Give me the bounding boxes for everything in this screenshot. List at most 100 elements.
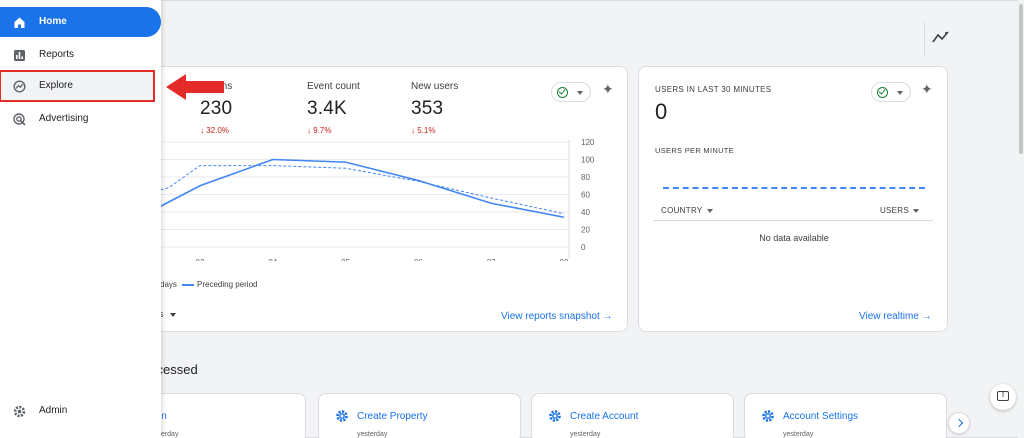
sidebar-item-label: Advertising bbox=[39, 113, 89, 124]
chevron-down-icon bbox=[706, 208, 713, 213]
recent-item[interactable]: Account Settings yesterday bbox=[744, 393, 947, 438]
recent-item-title: Create Property bbox=[357, 411, 428, 422]
metric-delta-value: 32.0% bbox=[206, 126, 229, 135]
realtime-value: 0 bbox=[655, 99, 668, 124]
chevron-down-icon bbox=[577, 91, 583, 95]
y-tick-label: 60 bbox=[581, 191, 590, 200]
x-tick-label: 07 bbox=[487, 258, 496, 261]
insights-icon[interactable] bbox=[932, 30, 950, 44]
metric-delta: ↓ 9.7% bbox=[307, 126, 332, 135]
data-quality-dropdown[interactable] bbox=[871, 82, 911, 102]
x-tick-label: 03 bbox=[196, 258, 205, 261]
sidebar-item-label: Reports bbox=[39, 49, 75, 60]
x-tick-label: 04 bbox=[268, 258, 277, 261]
recent-item-time: yesterday bbox=[570, 431, 601, 438]
check-circle-icon bbox=[557, 87, 568, 98]
no-data-message: No data available bbox=[759, 233, 829, 243]
metric-event-count[interactable]: Event count 3.4K ↓ 9.7% bbox=[307, 81, 360, 135]
sparkle-icon[interactable]: ✦ bbox=[921, 81, 933, 97]
sidebar-item-home[interactable]: Home bbox=[0, 7, 161, 37]
red-arrow-annotation bbox=[166, 74, 224, 100]
metric-label: Event count bbox=[307, 81, 360, 92]
metric-new-users[interactable]: New users 353 ↓ 5.1% bbox=[411, 81, 458, 135]
feedback-icon: ! bbox=[997, 391, 1009, 401]
metric-value: 353 bbox=[411, 98, 444, 119]
recent-item[interactable]: in terday bbox=[150, 393, 306, 438]
recently-accessed-title: ccessed bbox=[150, 362, 198, 377]
view-reports-snapshot-label: View reports snapshot bbox=[501, 311, 600, 322]
view-realtime-link[interactable]: View realtime → bbox=[859, 311, 932, 322]
metric-value: 3.4K bbox=[307, 98, 347, 119]
y-tick-label: 20 bbox=[581, 226, 590, 235]
recent-item-title: in bbox=[159, 411, 167, 422]
x-tick-label: 06 bbox=[414, 258, 423, 261]
arrow-right-icon: → bbox=[921, 311, 932, 322]
explore-icon bbox=[13, 80, 26, 93]
legend-previous-label: Preceding period bbox=[197, 280, 258, 289]
feedback-button[interactable]: ! bbox=[990, 384, 1016, 410]
chevron-down-icon bbox=[897, 91, 903, 95]
country-column-header[interactable]: COUNTRY bbox=[661, 206, 713, 215]
realtime-title: USERS IN LAST 30 MINUTES bbox=[655, 85, 772, 94]
gear-icon bbox=[336, 410, 348, 422]
users-column-header[interactable]: USERS bbox=[880, 206, 919, 215]
legend-previous: Preceding period bbox=[182, 280, 257, 289]
gear-icon bbox=[549, 410, 561, 422]
recent-item[interactable]: Create Property yesterday bbox=[318, 393, 521, 438]
chevron-down-icon bbox=[169, 312, 176, 317]
bar-chart-icon bbox=[14, 50, 25, 61]
metric-delta-value: 9.7% bbox=[313, 126, 332, 135]
view-realtime-label: View realtime bbox=[859, 311, 919, 322]
sparkle-icon[interactable]: ✦ bbox=[602, 81, 614, 97]
overview-line-chart: 0 20 40 60 80 100 120 03 04 05 06 07 08 bbox=[151, 138, 595, 261]
recent-item-time: terday bbox=[159, 431, 179, 438]
sidebar-item-advertising[interactable]: Advertising bbox=[0, 104, 161, 134]
y-tick-label: 120 bbox=[581, 138, 595, 147]
y-tick-label: 0 bbox=[581, 243, 586, 252]
recent-item-time: yesterday bbox=[357, 431, 388, 438]
metric-delta: ↓ 5.1% bbox=[411, 126, 436, 135]
y-tick-label: 40 bbox=[581, 208, 590, 217]
x-tick-label: 08 bbox=[560, 258, 569, 261]
sidebar-item-reports[interactable]: Reports bbox=[0, 40, 161, 70]
recent-item-time: yesterday bbox=[783, 431, 814, 438]
gear-icon bbox=[762, 410, 774, 422]
recent-item-title: Create Account bbox=[570, 411, 639, 422]
date-range-label: s bbox=[159, 309, 164, 319]
view-reports-snapshot-link[interactable]: View reports snapshot → bbox=[501, 311, 613, 322]
dashed-line-icon bbox=[182, 283, 194, 286]
arrow-right-icon: → bbox=[602, 311, 613, 322]
sidebar-item-label: Admin bbox=[39, 405, 68, 416]
users-per-minute-label: USERS PER MINUTE bbox=[655, 146, 734, 155]
y-tick-label: 80 bbox=[581, 173, 590, 182]
series-line-previous bbox=[151, 165, 565, 215]
country-column-label: COUNTRY bbox=[661, 206, 703, 215]
recent-item-title: Account Settings bbox=[783, 411, 859, 422]
sidebar: Home Reports Explore Advertising Admin bbox=[0, 0, 161, 438]
sidebar-item-admin[interactable]: Admin bbox=[0, 396, 161, 426]
recent-item[interactable]: Create Account yesterday bbox=[531, 393, 734, 438]
legend-current: days bbox=[160, 280, 177, 289]
home-icon bbox=[14, 17, 25, 28]
series-line-current bbox=[151, 158, 565, 219]
sidebar-item-explore[interactable]: Explore bbox=[0, 70, 155, 102]
scrollbar-thumb[interactable] bbox=[1019, 4, 1023, 154]
data-quality-dropdown[interactable] bbox=[551, 82, 591, 102]
sidebar-item-label: Home bbox=[39, 16, 67, 27]
x-tick-label: 05 bbox=[341, 258, 350, 261]
realtime-table-header: COUNTRY USERS bbox=[653, 197, 933, 221]
y-tick-label: 100 bbox=[581, 156, 595, 165]
chevron-down-icon bbox=[913, 208, 919, 213]
date-range-dropdown[interactable]: s bbox=[159, 309, 176, 319]
advertising-icon bbox=[13, 113, 26, 126]
next-arrow-button[interactable] bbox=[948, 412, 970, 434]
scrollbar[interactable] bbox=[1018, 0, 1024, 438]
realtime-card: USERS IN LAST 30 MINUTES 0 ✦ USERS PER M… bbox=[638, 66, 948, 332]
gear-icon bbox=[13, 405, 26, 418]
metric-delta: ↓ 32.0% bbox=[200, 126, 229, 135]
users-column-label: USERS bbox=[879, 206, 909, 215]
check-circle-icon bbox=[877, 87, 888, 98]
metric-delta-value: 5.1% bbox=[417, 126, 436, 135]
sidebar-item-label: Explore bbox=[39, 80, 73, 91]
overview-card: ersions 230 ↓ 32.0% Event count 3.4K ↓ 9… bbox=[150, 66, 628, 332]
